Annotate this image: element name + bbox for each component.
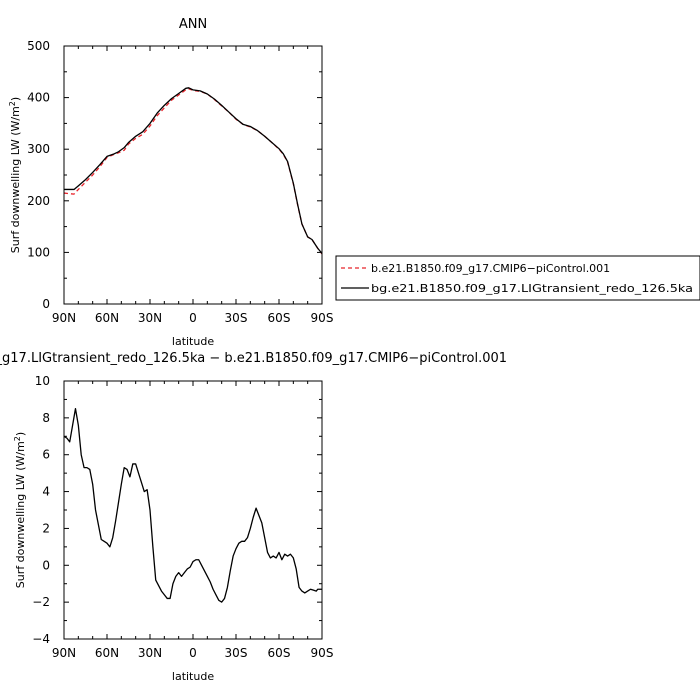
y-tick-label: 300 (27, 142, 50, 156)
series-group-bottom (63, 407, 322, 603)
y-axis-label-sup: 2 (13, 436, 22, 441)
x-axis-label: latitude (172, 670, 214, 683)
y-tick-label: 0 (42, 558, 50, 572)
x-tick-label: 90S (311, 646, 334, 660)
x-tick-label: 30S (225, 646, 248, 660)
series-line (63, 407, 322, 603)
x-tick-label: 30S (225, 311, 248, 325)
y-tick-label: 4 (42, 485, 50, 499)
x-tick-label: 90S (311, 311, 334, 325)
legend-label-lig: bg.e21.B1850.f09_g17.LIGtransient_redo_1… (371, 282, 693, 295)
x-tick-label: 90N (52, 646, 76, 660)
x-tick-label: 90N (52, 311, 76, 325)
x-tick-label: 60S (268, 311, 291, 325)
y-tick-label: 2 (42, 521, 50, 535)
x-tick-label: 30N (138, 311, 162, 325)
y-axis-label-main: Surf downwelling LW (W/m (9, 106, 22, 253)
y-tick-label: 200 (27, 194, 50, 208)
y-tick-label: 100 (27, 245, 50, 259)
y-axis-label-close: ) (14, 432, 27, 436)
chart-title: bg.e21.B1850.f09_g17.LIGtransient_redo_1… (0, 351, 507, 366)
x-tick-label: 60N (95, 311, 119, 325)
y-tick-label: −2 (32, 595, 50, 609)
series-group-top (63, 87, 323, 255)
y-tick-label: 0 (42, 297, 50, 311)
x-tick-label: 60N (95, 646, 119, 660)
tick-group-top: 90N 60N 30N 0 30S 60S 90S 0 100 200 300 400 500 (27, 39, 333, 325)
legend: b.e21.B1850.f09_g17.CMIP6−piControl.001 … (335, 255, 700, 301)
tick-group-bottom: 90N 60N 30N 0 30S 60S 90S −4 −2 0 2 4 6 8 10 (32, 374, 333, 660)
y-axis-label: Surf downwelling LW (W/m2) (13, 432, 27, 588)
x-axis-label: latitude (172, 335, 214, 348)
x-tick-label: 0 (189, 311, 197, 325)
x-tick-label: 30N (138, 646, 162, 660)
legend-box (335, 255, 700, 301)
plot-frame (63, 380, 323, 640)
series-line (64, 87, 323, 254)
plot-frame (63, 45, 323, 305)
chart-title: ANN (179, 17, 207, 32)
x-tick-label: 60S (268, 646, 291, 660)
y-axis-label-sup: 2 (8, 101, 17, 106)
y-tick-label: 6 (42, 448, 50, 462)
y-tick-label: 10 (35, 374, 50, 388)
y-tick-label: 400 (27, 91, 50, 105)
y-axis-label-close: ) (9, 97, 22, 101)
y-tick-label: 8 (42, 411, 50, 425)
x-tick-label: 0 (189, 646, 197, 660)
y-tick-label: −4 (32, 632, 50, 646)
y-tick-label: 500 (27, 39, 50, 53)
y-axis-label: Surf downwelling LW (W/m2) (8, 97, 22, 253)
series-line (63, 88, 323, 255)
chart-panel-top: ANN 90N 60N 30N 0 30S 60S 90S0100200300400500 … (8, 17, 333, 348)
legend-label-control: b.e21.B1850.f09_g17.CMIP6−piControl.001 (371, 262, 610, 275)
chart-panel-bottom: bg.e21.B1850.f09_g17.LIGtransient_redo_1… (0, 351, 507, 683)
y-axis-label-main: Surf downwelling LW (W/m (14, 441, 27, 588)
